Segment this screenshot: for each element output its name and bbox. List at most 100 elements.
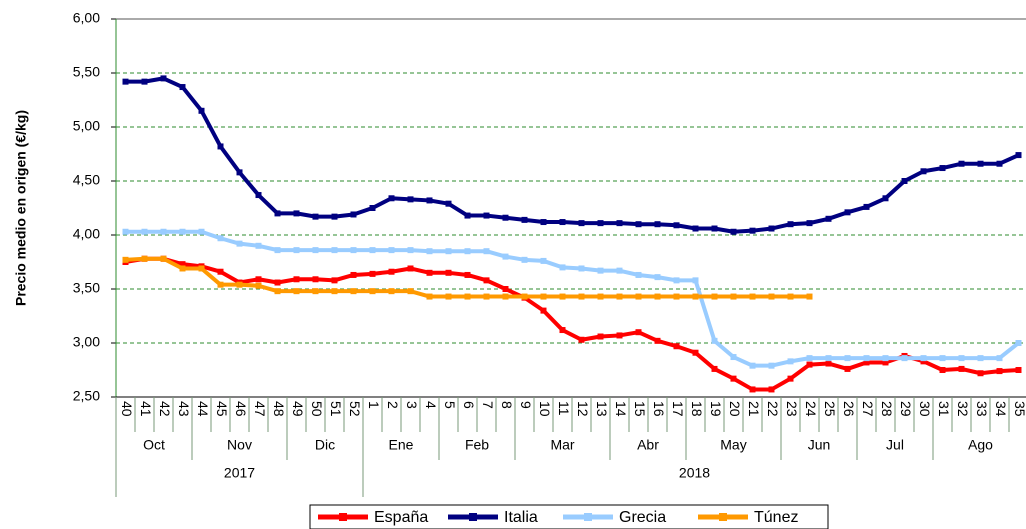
point-marker [844,355,851,362]
point-marker [749,362,756,369]
y-tick-label: 6,00 [73,10,100,26]
x-tick-label: 11 [556,401,572,416]
point-marker [711,293,718,300]
x-tick-label: 22 [765,401,781,417]
point-marker [806,220,813,227]
y-axis-label: Precio medio en origen (€/kg) [13,110,29,306]
point-marker [749,293,756,300]
point-marker [274,279,281,286]
point-marker [882,195,889,202]
point-marker [711,337,718,344]
month-label: Jul [886,437,904,453]
point-marker [977,355,984,362]
x-tick-label: 5 [442,401,458,409]
point-marker [730,354,737,361]
point-marker [217,281,224,288]
point-marker [787,221,794,228]
point-marker [312,247,319,254]
point-marker [217,143,224,150]
point-marker [920,358,927,365]
point-marker [179,261,186,268]
x-tick-label: 33 [974,401,990,417]
point-marker [1015,152,1022,159]
point-marker [787,375,794,382]
point-marker [255,276,262,283]
point-marker [768,386,775,393]
month-label: Mar [550,437,574,453]
x-tick-label: 1 [366,401,382,409]
point-marker [597,293,604,300]
point-marker [388,268,395,275]
x-tick-label: 28 [879,401,895,417]
month-label: Jun [808,437,831,453]
point-marker [882,359,889,366]
point-marker [730,228,737,235]
point-marker [217,268,224,275]
point-marker [312,276,319,283]
point-marker [977,160,984,167]
point-marker [559,293,566,300]
x-tick-label: 47 [252,401,268,417]
point-marker [426,197,433,204]
point-marker [312,213,319,220]
x-tick-label: 31 [936,401,952,417]
point-marker [198,107,205,114]
point-marker [654,337,661,344]
point-marker [483,248,490,255]
point-marker [274,210,281,217]
month-label: Ago [968,437,993,453]
point-marker [711,225,718,232]
point-marker [806,361,813,368]
point-marker [369,247,376,254]
point-marker [578,220,585,227]
x-tick-label: 35 [1012,401,1026,417]
point-marker [825,215,832,222]
x-tick-label: 32 [955,401,971,417]
x-tick-label: 40 [119,401,135,417]
point-marker [578,293,585,300]
x-tick-label: 30 [917,401,933,417]
x-tick-label: 19 [708,401,724,417]
point-marker [540,257,547,264]
point-marker [559,327,566,334]
point-marker [616,267,623,274]
point-marker [236,240,243,247]
point-marker [730,293,737,300]
point-marker [141,228,148,235]
legend-label: España [374,509,428,526]
point-marker [274,247,281,254]
series-line [125,229,1020,368]
point-marker [160,255,167,262]
point-marker [673,343,680,350]
point-marker [236,281,243,288]
point-marker [331,247,338,254]
point-marker [749,386,756,393]
x-tick-label: 18 [689,401,705,417]
point-marker [483,277,490,284]
x-tick-label: 26 [841,401,857,417]
x-tick-label: 4 [423,401,439,409]
y-tick-label: 5,00 [73,118,100,134]
point-marker [958,160,965,167]
point-marker [901,178,908,184]
x-tick-label: 10 [537,401,553,417]
x-tick-label: 25 [822,401,838,417]
point-marker [787,358,794,365]
point-marker [692,277,699,284]
point-marker [293,276,300,283]
x-tick-label: 49 [290,401,306,417]
point-marker [141,255,148,262]
point-marker [521,216,528,223]
point-marker [122,228,129,235]
legend-label: Túnez [754,509,798,526]
point-marker [616,332,623,339]
point-marker [502,286,509,292]
point-marker [141,78,148,85]
year-label: 2017 [224,465,255,481]
point-marker [711,365,718,372]
series-line [125,76,1020,234]
point-marker [844,209,851,216]
point-marker [692,225,699,232]
point-marker [445,293,452,300]
